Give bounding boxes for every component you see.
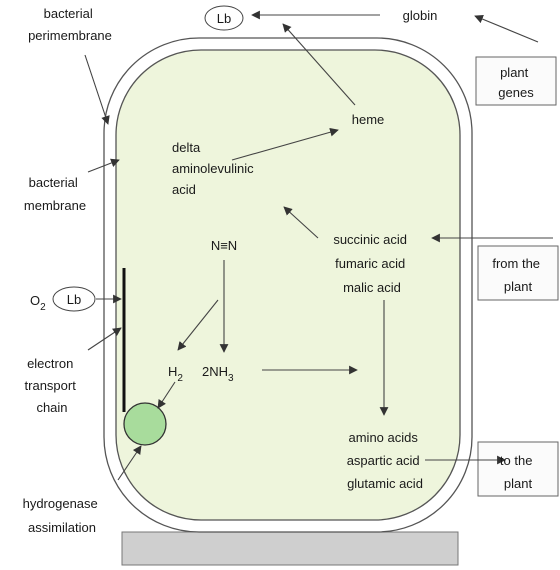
arrow-plant-genes-to-globin <box>474 14 539 43</box>
hydrogenase-assimilation-label: hydrogenase assimilation <box>23 496 102 535</box>
arrow-heme-to-lb <box>282 23 356 106</box>
arrows <box>84 10 553 481</box>
electron-transport-chain-label: electron transport chain <box>25 356 80 415</box>
arrow-perimembrane-label <box>84 54 110 125</box>
bacterial-membrane-label: bacterial membrane <box>24 175 86 213</box>
hydrogen-label: H2 <box>168 364 183 384</box>
arrow-hydrogenase-label <box>117 445 142 481</box>
to-the-plant-label: to the plant <box>500 453 536 491</box>
lb-left-ellipse <box>52 286 96 312</box>
lb-left-label: Lb <box>67 292 81 307</box>
incoming-acids-label: succinic acid fumaric acid malic acid <box>333 232 410 295</box>
hydrogenase-circle <box>123 402 167 446</box>
lb-top-label: Lb <box>217 11 231 26</box>
plant-genes-box <box>475 56 557 106</box>
amino-acids-label: amino acids aspartic acid glutamic acid <box>347 430 424 491</box>
arrow-membrane-label <box>87 158 120 173</box>
to-the-plant-box <box>477 441 559 497</box>
arrow-acids-to-ala <box>283 206 319 239</box>
arrow-etc-label <box>87 327 122 351</box>
heme-label: heme <box>352 112 385 127</box>
oxygen-label: O2 <box>30 293 46 313</box>
arrow-ala-to-heme <box>231 127 339 161</box>
bacterial-membrane-outline <box>115 49 461 521</box>
bacterial-perimembrane-label: bacterial perimembrane <box>28 6 112 43</box>
base-platform <box>121 531 459 566</box>
from-the-plant-box <box>477 245 559 301</box>
arrow-n2-to-h2 <box>177 299 219 351</box>
delta-aminolevulinic-acid-label: delta aminolevulinic acid <box>172 140 257 197</box>
from-the-plant-label: from the plant <box>492 256 543 294</box>
globin-label: globin <box>403 8 438 23</box>
arrow-h2-to-hydrogenase <box>157 381 176 409</box>
dinitrogen-label: N≡N <box>211 238 237 253</box>
lb-top-ellipse <box>204 5 244 31</box>
ammonia-label: 2NH3 <box>202 364 234 384</box>
plant-genes-label: plant genes <box>498 65 534 100</box>
